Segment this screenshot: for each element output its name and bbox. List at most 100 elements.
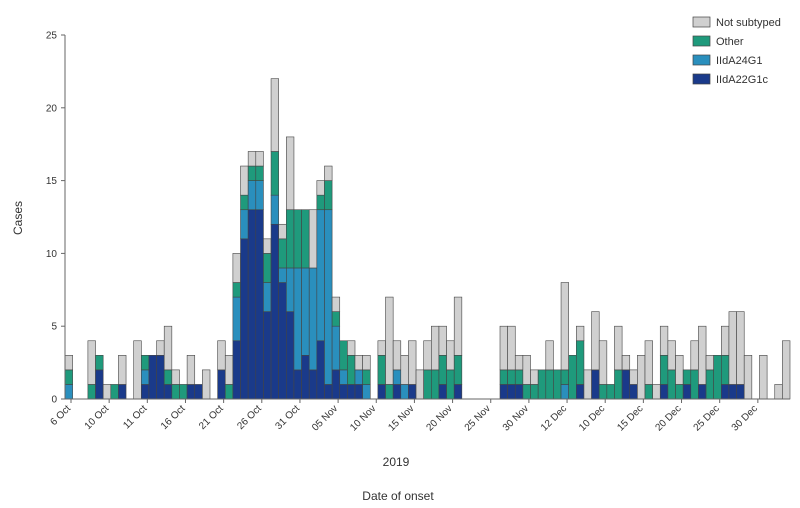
y-tick-label: 15	[46, 176, 58, 187]
bar-segment-Not subtyped-27	[270, 78, 279, 152]
x-tick-label: 6 Oct	[48, 403, 73, 428]
bar-segment-Other-48	[431, 369, 440, 400]
bar-segment-Other-23	[240, 194, 249, 211]
bar-segment-IIdA24G1-35	[331, 325, 341, 371]
bar-segment-Other-47	[423, 369, 432, 400]
bar-segment-IIdA22G1c-57	[499, 384, 508, 400]
x-tick-group: 10 Dec	[577, 399, 607, 434]
x-tick-label: 05 Nov	[310, 403, 340, 433]
bar-segment-IIdA22G1c-22	[232, 340, 241, 400]
bar-segment-Other-50	[446, 369, 455, 400]
bar-segment-IIdA24G1-38	[354, 369, 363, 385]
bar-segment-Other-42	[385, 384, 394, 400]
bar-segment-Not subtyped-3	[87, 340, 96, 385]
bar-segment-Other-10	[141, 355, 150, 371]
bar-segment-IIdA24G1-44	[400, 384, 409, 400]
bar-segment-Not subtyped-68	[583, 369, 592, 400]
bar-segment-Not subtyped-83	[698, 325, 707, 385]
bar-segment-IIdA22G1c-4	[95, 369, 104, 400]
x-tick-label: 20 Nov	[425, 403, 455, 433]
x-axis-title: Date of onset	[362, 489, 434, 503]
x-tick-label: 11 Oct	[121, 403, 149, 431]
x-ticks: 6 Oct 10 Oct 11 Oct 16 Oct 21 Oct 26 Oct 31 Oc…	[48, 399, 760, 434]
bar-segment-Other-29	[286, 209, 295, 269]
x-tick-group: 10 Nov	[348, 399, 378, 434]
bar-segment-IIdA24G1-26	[263, 282, 272, 312]
x-tick-label: 25 Nov	[463, 403, 493, 433]
x-tick-label: 10 Oct	[83, 403, 112, 432]
bar-segment-IIdA24G1-29	[286, 267, 295, 312]
bar-segment-Not subtyped-79	[667, 340, 676, 371]
bar-segment-IIdA22G1c-12	[156, 355, 165, 400]
bar-segment-Not subtyped-84	[705, 355, 714, 371]
y-tick-label: 0	[51, 395, 57, 406]
bar-segment-Other-78	[659, 355, 669, 385]
bar-segment-Not subtyped-69	[591, 311, 600, 371]
x-tick-group: 16 Oct	[159, 399, 188, 432]
bar-segment-Other-60	[522, 384, 531, 400]
x-tick-group: 25 Dec	[692, 399, 722, 434]
bar-segment-Not subtyped-29	[286, 136, 295, 211]
bar-segment-Other-34	[324, 180, 333, 211]
bar-segment-IIdA22G1c-37	[347, 384, 356, 400]
bar-segment-Not subtyped-28	[278, 223, 287, 240]
bar-segment-Other-63	[545, 369, 554, 400]
x-tick-group: 25 Nov	[463, 399, 493, 434]
bar-segment-Other-31	[301, 209, 310, 269]
x-tick-group: 20 Nov	[425, 399, 455, 434]
bar-segment-Other-28	[278, 238, 287, 269]
bar-segment-Other-59	[514, 369, 524, 385]
bar-segment-Not subtyped-89	[743, 355, 753, 400]
bar-segment-Other-57	[499, 369, 508, 385]
bars-layer	[64, 78, 791, 400]
bar-segment-IIdA22G1c-25	[255, 209, 264, 400]
bar-segment-IIdA22G1c-34	[324, 384, 333, 400]
bar-segment-Other-82	[690, 369, 699, 400]
x-tick-group: 26 Oct	[235, 399, 264, 432]
bar-segment-IIdA22G1c-41	[377, 384, 386, 400]
bar-segment-IIdA24G1-27	[270, 194, 279, 225]
bar-segment-Other-35	[331, 311, 341, 327]
x-tick-label: 15 Nov	[386, 403, 416, 433]
bar-segment-Not subtyped-59	[514, 355, 524, 371]
legend-swatch	[692, 35, 711, 47]
bar-segment-Not subtyped-41	[377, 340, 386, 356]
bar-segment-IIdA22G1c-29	[286, 311, 295, 400]
bar-segment-Not subtyped-70	[598, 340, 608, 385]
x-tick-label: 16 Oct	[159, 403, 188, 432]
bar-segment-IIdA22G1c-73	[621, 369, 631, 400]
bar-segment-Other-0	[64, 369, 73, 385]
bar-segment-IIdA22G1c-28	[278, 282, 287, 400]
bar-segment-IIdA22G1c-16	[186, 384, 196, 400]
legend-label: Other	[716, 36, 744, 48]
bar-segment-Not subtyped-35	[331, 296, 341, 312]
bar-segment-Other-70	[598, 384, 608, 400]
bar-segment-Not subtyped-13	[163, 325, 173, 371]
bar-segment-IIdA22G1c-35	[331, 369, 341, 400]
bar-segment-Not subtyped-58	[507, 325, 516, 371]
bar-segment-Not subtyped-91	[759, 355, 768, 400]
bar-segment-Not subtyped-26	[263, 238, 272, 254]
bar-segment-Not subtyped-22	[232, 253, 241, 283]
bar-segment-Other-14	[171, 384, 180, 400]
bar-segment-IIdA22G1c-88	[736, 384, 745, 400]
bar-segment-Other-62	[537, 369, 547, 400]
bar-segment-Not subtyped-74	[629, 369, 638, 385]
bar-segment-Other-65	[560, 369, 569, 385]
bar-segment-IIdA24G1-24	[247, 180, 257, 211]
bar-segment-Other-58	[507, 369, 516, 385]
bar-segment-Not subtyped-48	[431, 325, 440, 371]
bar-segment-Other-39	[362, 369, 371, 385]
bar-segment-Not subtyped-94	[782, 340, 791, 400]
bar-segment-Not subtyped-57	[499, 325, 508, 371]
bar-segment-Other-4	[95, 355, 104, 371]
bar-segment-Not subtyped-51	[453, 296, 463, 356]
bar-segment-IIdA22G1c-58	[507, 384, 516, 400]
bar-segment-IIdA22G1c-69	[591, 369, 600, 400]
bar-segment-Not subtyped-34	[324, 165, 333, 181]
bar-segment-IIdA22G1c-83	[698, 384, 707, 400]
bar-segment-Other-30	[293, 209, 302, 269]
y-axis-title: Cases	[11, 201, 25, 235]
bar-segment-IIdA22G1c-13	[163, 384, 173, 400]
bar-segment-Other-76	[644, 384, 653, 400]
